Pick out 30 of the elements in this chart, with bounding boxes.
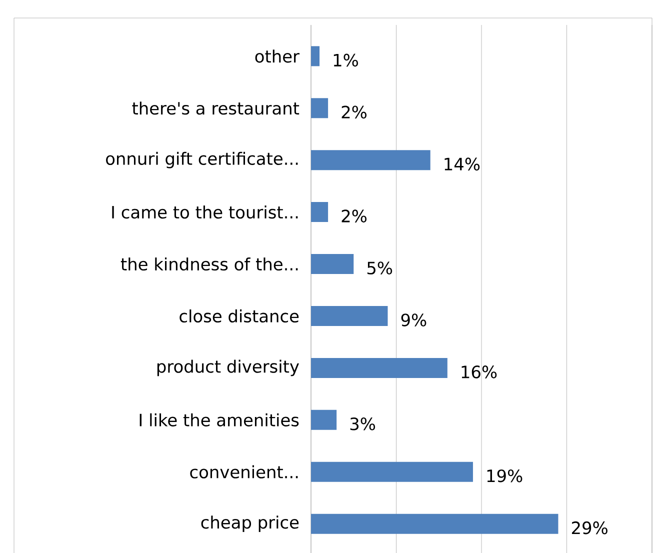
data-label: 1%: [334, 54, 358, 67]
y-tick-label: product diversity: [157, 360, 299, 376]
y-tick-label: the kindness of the...: [120, 257, 298, 271]
y-tick-label: cheap price: [201, 516, 299, 532]
bar: [311, 306, 388, 326]
bar: [311, 202, 328, 222]
bar: [311, 358, 448, 378]
data-label: 2%: [342, 106, 366, 119]
bar: [311, 98, 328, 118]
y-tick-label: I came to the tourist...: [112, 205, 298, 219]
y-tick-label: onnuri gift certificate...: [106, 152, 298, 168]
y-tick-label: I like the amenities: [140, 413, 299, 426]
bar: [311, 254, 354, 274]
data-label: 9%: [401, 314, 426, 326]
bar: [311, 462, 473, 482]
data-label: 2%: [342, 210, 366, 222]
data-label: 19%: [487, 469, 522, 482]
data-label: 29%: [572, 521, 608, 534]
bar: [311, 514, 558, 534]
y-tick-label: close distance: [180, 309, 299, 323]
bar: [311, 150, 430, 170]
y-tick-label: other: [255, 50, 300, 63]
data-label: 16%: [462, 366, 497, 378]
data-label: 3%: [350, 417, 376, 430]
bar: [311, 46, 320, 66]
bar: [311, 410, 337, 430]
data-label: 5%: [367, 262, 392, 274]
data-label: 14%: [444, 158, 480, 170]
y-tick-label: there's a restaurant: [132, 102, 300, 115]
y-tick-label: convenient...: [190, 465, 298, 478]
